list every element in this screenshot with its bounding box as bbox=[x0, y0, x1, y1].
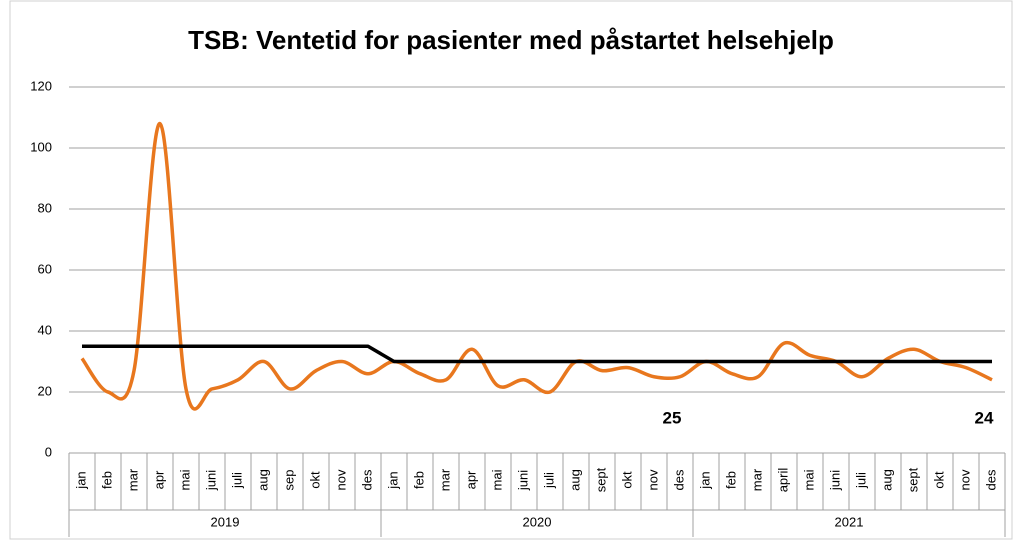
x-tick-label: aug bbox=[567, 469, 582, 491]
x-tick-label: mai bbox=[177, 469, 192, 490]
x-tick-label: feb bbox=[99, 471, 114, 489]
x-tick-label: des bbox=[983, 469, 998, 490]
x-tick-label: feb bbox=[723, 471, 738, 489]
y-tick-label: 20 bbox=[38, 383, 52, 398]
y-tick-label: 120 bbox=[30, 78, 52, 93]
x-tick-label: juni bbox=[827, 470, 842, 491]
x-tick-label: jan bbox=[697, 471, 712, 489]
x-tick-label: nov bbox=[645, 469, 660, 490]
x-tick-label: aug bbox=[255, 469, 270, 491]
y-tick-label: 40 bbox=[38, 322, 52, 337]
x-tick-label: jan bbox=[73, 471, 88, 489]
x-tick-label: okt bbox=[307, 471, 322, 489]
x-tick-label: sep bbox=[281, 470, 296, 491]
x-tick-label: mai bbox=[801, 469, 816, 490]
x-tick-label: juni bbox=[203, 470, 218, 491]
x-tick-label: nov bbox=[957, 469, 972, 490]
group-label: 2019 bbox=[211, 514, 240, 529]
x-tick-label: jan bbox=[385, 471, 400, 489]
value-label: 25 bbox=[663, 408, 682, 427]
y-tick-label: 100 bbox=[30, 139, 52, 154]
x-tick-label: nov bbox=[333, 469, 348, 490]
x-tick-label: juli bbox=[853, 472, 868, 489]
x-tick-label: mar bbox=[437, 468, 452, 491]
x-tick-label: sept bbox=[905, 467, 920, 492]
y-tick-label: 0 bbox=[45, 444, 52, 459]
group-label: 2020 bbox=[523, 514, 552, 529]
x-tick-label: des bbox=[671, 469, 686, 490]
data-line bbox=[82, 344, 992, 364]
x-tick-label: mai bbox=[489, 469, 504, 490]
x-tick-label: sept bbox=[593, 467, 608, 492]
group-label: 2021 bbox=[835, 514, 864, 529]
x-tick-label: mar bbox=[749, 468, 764, 491]
x-tick-label: juni bbox=[515, 470, 530, 491]
y-tick-label: 60 bbox=[38, 261, 52, 276]
x-tick-label: feb bbox=[411, 471, 426, 489]
x-tick-label: okt bbox=[931, 471, 946, 489]
value-label: 24 bbox=[975, 408, 994, 427]
x-tick-label: des bbox=[359, 469, 374, 490]
y-tick-label: 80 bbox=[38, 200, 52, 215]
x-tick-label: mar bbox=[125, 468, 140, 491]
x-tick-label: juli bbox=[541, 472, 556, 489]
x-tick-label: aug bbox=[879, 469, 894, 491]
x-tick-label: apr bbox=[151, 470, 166, 489]
chart-title: TSB: Ventetid for pasienter med påstarte… bbox=[188, 25, 834, 55]
x-tick-label: apr bbox=[463, 470, 478, 489]
x-tick-label: juli bbox=[229, 472, 244, 489]
x-tick-label: okt bbox=[619, 471, 634, 489]
x-tick-label: april bbox=[775, 468, 790, 493]
